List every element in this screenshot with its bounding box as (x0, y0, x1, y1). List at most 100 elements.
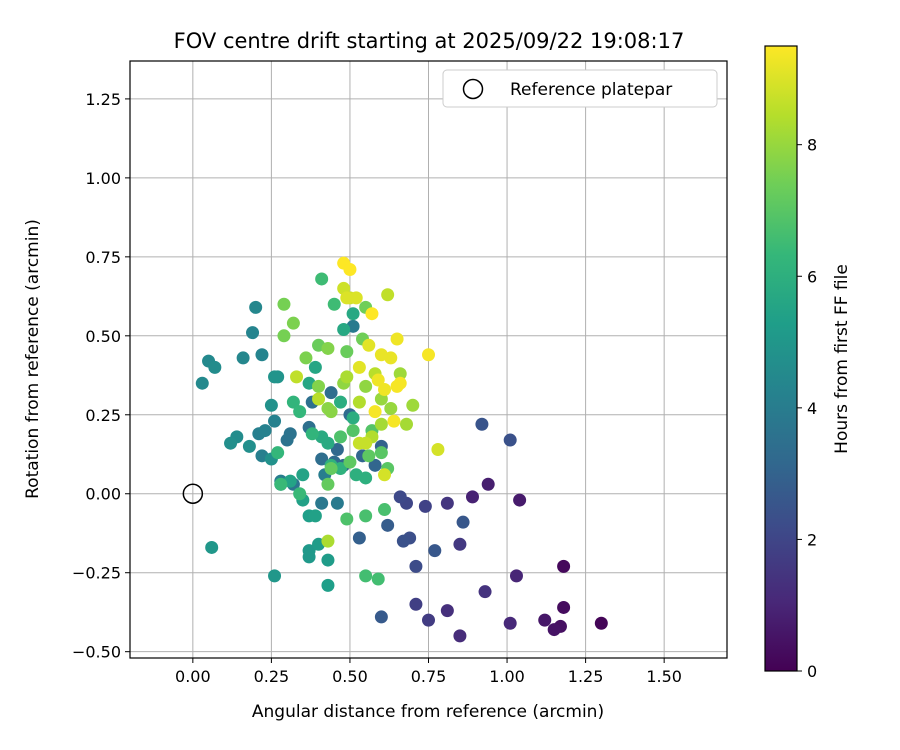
data-point (362, 449, 376, 463)
data-point (371, 572, 385, 586)
data-point (312, 379, 326, 393)
data-point (321, 341, 335, 355)
colorbar-gradient (764, 45, 798, 672)
colorbar-ticks: 0 2 4 6 8 (797, 136, 817, 681)
data-point (205, 540, 219, 554)
data-point (365, 307, 379, 321)
data-point (409, 559, 423, 573)
data-point (268, 370, 282, 384)
data-point (393, 367, 407, 381)
data-point (368, 405, 382, 419)
x-tick-label: 0.75 (411, 667, 447, 686)
data-point (249, 300, 263, 314)
data-point (393, 490, 407, 504)
colorbar-tick-label: 2 (807, 530, 817, 549)
data-point (195, 376, 209, 390)
data-point (264, 398, 278, 412)
data-point (321, 578, 335, 592)
y-axis-label: Rotation from reference (arcmin) (23, 219, 43, 499)
data-point (374, 610, 388, 624)
y-tick-label: 0.25 (85, 406, 121, 425)
y-tick-label: 1.00 (85, 169, 121, 188)
data-point (400, 417, 414, 431)
data-point (374, 417, 388, 431)
data-point (330, 496, 344, 510)
data-point (271, 446, 285, 460)
data-point (330, 443, 344, 457)
data-point (224, 436, 238, 450)
data-point (349, 468, 363, 482)
data-point (346, 307, 360, 321)
data-point (321, 477, 335, 491)
data-point (378, 468, 392, 482)
data-point (359, 379, 373, 393)
data-point (440, 496, 454, 510)
y-tick-label: 0.00 (85, 485, 121, 504)
data-point (478, 585, 492, 599)
data-point (343, 262, 357, 276)
data-point (315, 452, 329, 466)
data-point (258, 424, 272, 438)
data-point (327, 297, 341, 311)
colorbar-tick-label: 8 (807, 136, 817, 155)
data-point (453, 629, 467, 643)
data-point (456, 515, 470, 529)
colorbar: 0 2 4 6 8 Hours from first FF file (764, 45, 852, 681)
data-point (321, 401, 335, 415)
data-point (440, 604, 454, 618)
data-point (296, 468, 310, 482)
data-point (409, 597, 423, 611)
y-tick-label: 0.75 (85, 248, 121, 267)
data-point (208, 360, 222, 374)
reference-platepar-marker (182, 483, 204, 504)
data-point (352, 395, 366, 409)
data-point (277, 297, 291, 311)
data-point (293, 405, 307, 419)
data-point (321, 436, 335, 450)
y-tick-label: −0.25 (72, 564, 121, 583)
data-point (465, 490, 479, 504)
data-point (359, 436, 373, 450)
y-axis-ticks: −0.50 −0.25 0.00 0.25 0.50 0.75 1.00 1.25 (72, 90, 130, 662)
data-point (274, 477, 288, 491)
data-point (396, 534, 410, 548)
data-point (286, 316, 300, 330)
data-point (324, 386, 338, 400)
data-point (349, 291, 363, 305)
data-point (340, 370, 354, 384)
data-point (268, 569, 282, 583)
y-tick-label: 1.25 (85, 90, 121, 109)
data-point (406, 398, 420, 412)
colorbar-tick-label: 0 (807, 662, 817, 681)
x-tick-label: 1.50 (646, 667, 682, 686)
data-point (334, 395, 348, 409)
data-points (195, 256, 608, 643)
data-point (290, 370, 304, 384)
data-point (286, 395, 300, 409)
x-tick-label: 0.00 (175, 667, 211, 686)
data-point (308, 509, 322, 523)
data-point (503, 616, 517, 630)
data-point (422, 613, 435, 627)
y-tick-label: −0.50 (72, 643, 121, 662)
data-point (390, 332, 404, 346)
data-point (557, 559, 571, 573)
data-point (378, 383, 392, 397)
colorbar-tick-label: 6 (807, 267, 817, 286)
data-point (321, 553, 335, 567)
data-point (362, 338, 376, 352)
data-point (368, 458, 382, 472)
data-point (299, 351, 313, 365)
data-point (503, 433, 517, 447)
x-tick-label: 1.25 (568, 667, 604, 686)
data-point (324, 461, 338, 475)
data-point (268, 414, 282, 428)
data-point (321, 534, 335, 548)
data-point (340, 345, 354, 359)
legend-label: Reference platepar (510, 80, 672, 100)
data-point (359, 569, 373, 583)
chart-title: FOV centre drift starting at 2025/09/22 … (174, 29, 685, 53)
data-point (381, 288, 395, 302)
data-point (334, 430, 348, 444)
